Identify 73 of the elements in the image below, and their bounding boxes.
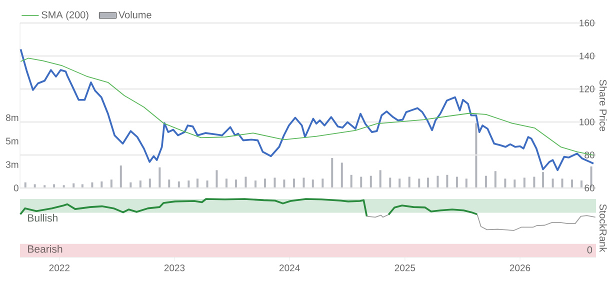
bar xyxy=(244,176,247,188)
bar xyxy=(523,178,526,188)
bar xyxy=(456,176,458,188)
x-tick-label: 2022 xyxy=(49,264,70,272)
bar xyxy=(44,185,46,188)
bar xyxy=(340,162,343,188)
bar xyxy=(178,181,180,188)
bar xyxy=(216,170,218,188)
y2-tick-label: 5m xyxy=(6,138,18,144)
bar xyxy=(100,181,103,188)
bar xyxy=(206,180,208,188)
bar xyxy=(292,178,295,188)
bar xyxy=(360,176,362,188)
x-tick-label: 2025 xyxy=(394,264,416,272)
x-tick-label: 2023 xyxy=(164,264,185,272)
bar xyxy=(234,180,237,188)
bar xyxy=(158,167,161,188)
bar xyxy=(561,178,564,188)
bar xyxy=(446,174,448,188)
bar xyxy=(398,178,401,188)
bar xyxy=(81,184,84,188)
y-tick-label: 120 xyxy=(580,86,594,92)
bar xyxy=(148,178,151,188)
band-label: Bearish xyxy=(28,245,62,253)
y-tick-label: 100 xyxy=(580,118,594,126)
bar xyxy=(494,171,496,188)
bar xyxy=(322,178,324,188)
bar xyxy=(475,123,478,188)
annotation: 0 xyxy=(587,246,592,254)
bar xyxy=(436,176,439,188)
y2-tick-label: 3m xyxy=(6,161,18,168)
bar xyxy=(580,180,582,188)
bar xyxy=(302,178,305,188)
bar xyxy=(188,180,190,188)
y-tick-label: 140 xyxy=(580,52,594,60)
bar xyxy=(312,180,314,188)
bar xyxy=(350,174,352,188)
y-tick-label: 160 xyxy=(580,20,594,26)
bar xyxy=(331,158,334,188)
bar xyxy=(283,180,286,188)
x-tick-label: 2024 xyxy=(279,264,300,272)
bar xyxy=(533,176,536,188)
legend-label: SMA (200) xyxy=(42,11,88,20)
line-series xyxy=(20,48,594,172)
band-label: Bullish xyxy=(28,214,58,222)
bar xyxy=(418,178,420,188)
bar xyxy=(389,178,392,188)
bar xyxy=(226,178,228,188)
y-axis-title: StockRank xyxy=(600,204,607,252)
bar xyxy=(379,170,382,188)
bar xyxy=(484,176,487,188)
bar xyxy=(110,180,112,188)
y2-tick-label: 8m xyxy=(6,114,18,122)
y-tick-label: 60 xyxy=(584,184,594,192)
bar xyxy=(465,178,468,188)
bar xyxy=(542,172,544,188)
bar xyxy=(514,180,516,188)
x-tick-label: 2026 xyxy=(510,264,530,272)
bar xyxy=(274,178,276,188)
y2-tick-label: 0 xyxy=(14,184,18,192)
y-axis-title: Share Price xyxy=(600,80,607,132)
bar xyxy=(254,180,257,188)
bar xyxy=(426,178,429,188)
bar xyxy=(168,180,170,188)
bar xyxy=(571,180,574,188)
bar xyxy=(264,178,266,188)
bar xyxy=(120,165,122,188)
bar xyxy=(34,184,36,188)
legend-label: Volume xyxy=(118,11,152,18)
bar xyxy=(552,178,554,188)
bar xyxy=(196,178,199,188)
bar xyxy=(504,178,506,188)
bar xyxy=(370,176,372,188)
